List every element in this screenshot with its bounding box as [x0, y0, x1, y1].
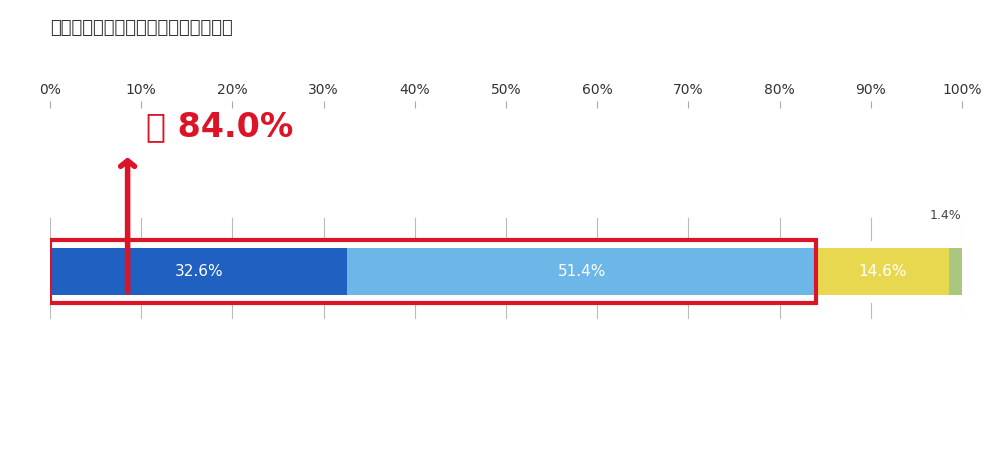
Text: 51.4%: 51.4%	[557, 264, 606, 279]
Bar	[816, 248, 949, 295]
Text: 就職活動を振り返ると「大変だった」: 就職活動を振り返ると「大変だった」	[50, 19, 232, 37]
Bar	[348, 248, 816, 295]
Bar	[949, 248, 962, 295]
Text: 計 84.0%: 計 84.0%	[146, 110, 294, 143]
Bar	[50, 248, 348, 295]
Text: 1.4%: 1.4%	[930, 209, 962, 222]
Text: 32.6%: 32.6%	[174, 264, 223, 279]
Text: 14.6%: 14.6%	[859, 264, 907, 279]
